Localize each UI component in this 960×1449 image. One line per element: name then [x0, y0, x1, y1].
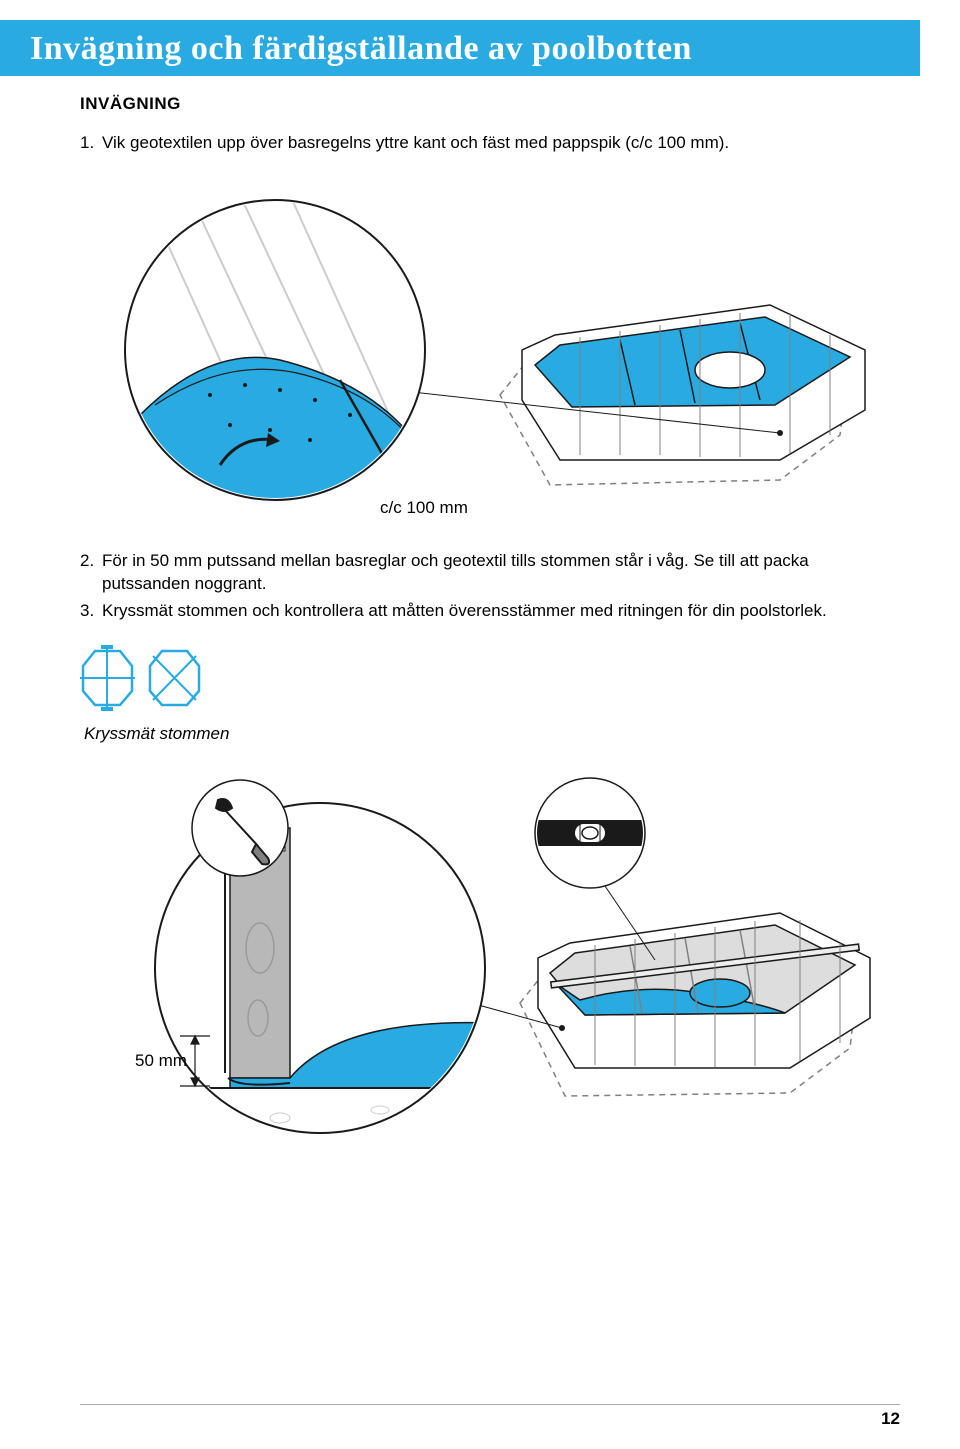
octagon-icons	[80, 643, 220, 713]
page-footer: 12	[80, 1404, 900, 1429]
figure-caption: Kryssmät stommen	[84, 724, 880, 744]
figure-2: 50 mm	[80, 768, 880, 1138]
step-item: 2. För in 50 mm putssand mellan basregla…	[102, 550, 880, 596]
figure1-annotation: c/c 100 mm	[380, 498, 468, 515]
step-text: För in 50 mm putssand mellan basreglar o…	[102, 551, 809, 593]
content-area: INVÄGNING 1. Vik geotextilen upp över ba…	[0, 76, 960, 1173]
step-item: 3. Kryssmät stommen och kontrollera att …	[102, 600, 880, 623]
step-number: 1.	[80, 132, 94, 155]
figure-1: c/c 100 mm	[80, 185, 880, 515]
step-number: 3.	[80, 600, 94, 623]
page: Invägning och färdigställande av poolbot…	[0, 20, 960, 1449]
step-number: 2.	[80, 550, 94, 573]
figure2-annotation: 50 mm	[135, 1051, 187, 1070]
title-bar: Invägning och färdigställande av poolbot…	[0, 20, 920, 76]
steps-list-1: 1. Vik geotextilen upp över basregelns y…	[80, 132, 880, 155]
steps-list-2: 2. För in 50 mm putssand mellan basregla…	[80, 550, 880, 623]
page-title: Invägning och färdigställande av poolbot…	[30, 30, 890, 68]
page-number: 12	[80, 1409, 900, 1429]
footer-rule	[80, 1404, 900, 1405]
step-text: Kryssmät stommen och kontrollera att måt…	[102, 601, 827, 620]
step-item: 1. Vik geotextilen upp över basregelns y…	[102, 132, 880, 155]
section-label: INVÄGNING	[80, 94, 880, 114]
step-text: Vik geotextilen upp över basregelns yttr…	[102, 133, 729, 152]
